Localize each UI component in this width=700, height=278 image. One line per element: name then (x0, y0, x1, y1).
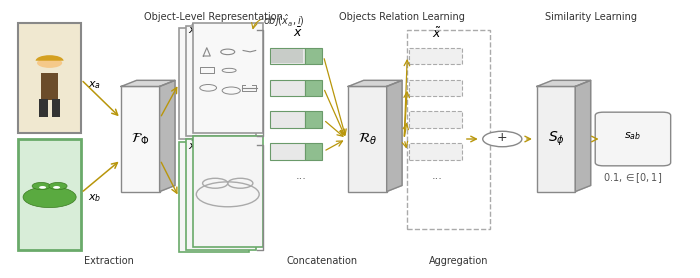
Bar (186, 139, 256, 250)
Polygon shape (386, 80, 402, 192)
Bar (178, 28, 248, 139)
Bar (407, 30, 490, 229)
Text: $\hat{x}_b$: $\hat{x}_b$ (188, 138, 202, 154)
Bar (304, 80, 322, 96)
Text: $0.1, \in [0,1]$: $0.1, \in [0,1]$ (603, 171, 662, 185)
Bar (52, 99, 60, 117)
Wedge shape (36, 55, 64, 61)
Text: $\mathcal{F}_\Phi$: $\mathcal{F}_\Phi$ (132, 131, 150, 147)
Text: $obj(\hat{x}_a, i)$: $obj(\hat{x}_a, i)$ (262, 13, 304, 29)
Bar (193, 136, 262, 247)
Bar (270, 111, 304, 128)
Text: Objects Relation Learning: Objects Relation Learning (340, 12, 466, 22)
Text: $x_a$: $x_a$ (88, 79, 101, 91)
Polygon shape (121, 80, 175, 86)
Polygon shape (575, 80, 591, 192)
Circle shape (53, 186, 60, 189)
Circle shape (483, 131, 522, 147)
Circle shape (23, 187, 76, 208)
Bar (410, 80, 462, 96)
Text: $s_{ab}$: $s_{ab}$ (624, 130, 641, 142)
Bar (410, 111, 462, 128)
Bar (39, 99, 48, 117)
Bar (18, 23, 81, 133)
Polygon shape (160, 80, 175, 192)
Polygon shape (349, 80, 402, 86)
Text: Concatenation: Concatenation (286, 256, 358, 266)
Circle shape (32, 182, 50, 190)
Text: $\tilde{x}$: $\tilde{x}$ (433, 27, 442, 41)
Text: ...: ... (295, 171, 307, 181)
Bar (41, 73, 58, 100)
Circle shape (37, 58, 62, 68)
Bar (186, 26, 256, 136)
Circle shape (39, 186, 46, 189)
Text: $\bar{x}$: $\bar{x}$ (293, 27, 302, 41)
Text: +: + (497, 131, 508, 144)
Circle shape (49, 182, 67, 190)
Text: Object-Level Representation: Object-Level Representation (144, 12, 284, 22)
Bar (304, 48, 322, 64)
Bar (410, 143, 462, 160)
Bar (270, 48, 304, 64)
Bar (271, 49, 303, 63)
Text: Extraction: Extraction (84, 256, 134, 266)
Text: Similarity Learning: Similarity Learning (545, 12, 637, 22)
Bar (270, 143, 304, 160)
Bar (18, 139, 81, 250)
Text: $\mathcal{R}_\theta$: $\mathcal{R}_\theta$ (358, 131, 377, 147)
Bar (349, 86, 386, 192)
Polygon shape (537, 80, 591, 86)
Text: $x_b$: $x_b$ (88, 193, 102, 204)
Bar (410, 48, 462, 64)
Bar (304, 143, 322, 160)
Bar (178, 142, 248, 252)
Bar (537, 86, 575, 192)
Text: Aggregation: Aggregation (428, 256, 488, 266)
Bar (121, 86, 160, 192)
Text: $\hat{x}_a$: $\hat{x}_a$ (188, 21, 202, 38)
FancyBboxPatch shape (595, 112, 671, 166)
Bar (193, 23, 262, 133)
Text: ...: ... (432, 171, 443, 181)
Text: $S_\phi$: $S_\phi$ (547, 130, 565, 148)
Bar (304, 111, 322, 128)
Bar (270, 80, 304, 96)
